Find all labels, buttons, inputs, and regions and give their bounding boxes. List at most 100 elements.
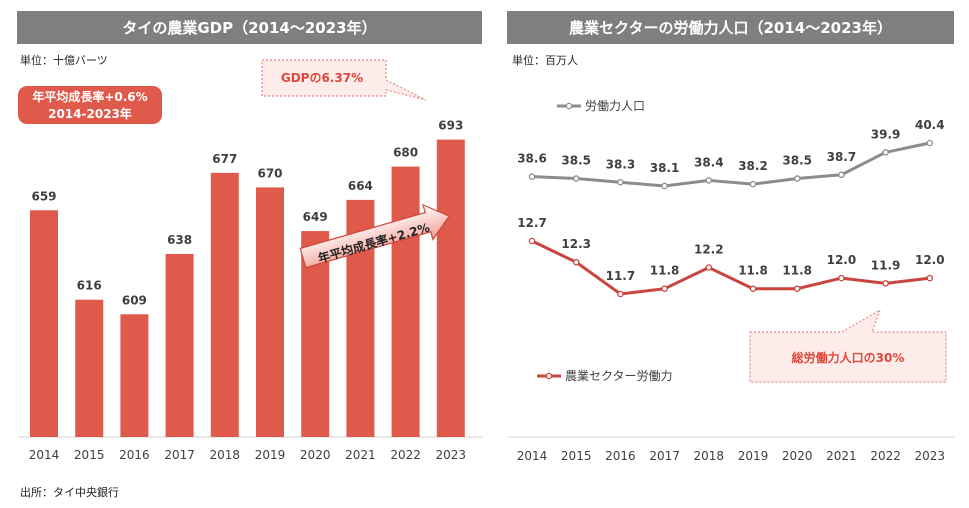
labor-total-point xyxy=(661,182,668,190)
labor-agri-value: 12.3 xyxy=(561,237,591,251)
right-unit-label: 単位：百万人 xyxy=(512,54,578,67)
labor-total-value: 38.4 xyxy=(694,155,724,169)
labor-agri-value: 12.0 xyxy=(915,253,945,267)
gdp-bar-value: 609 xyxy=(122,293,147,307)
labor-share-callout: 総労働力人口の30% xyxy=(749,308,947,383)
legend-labor-agri-marker xyxy=(545,372,553,380)
labor-agri-value: 11.7 xyxy=(606,269,636,283)
labor-total-value: 38.5 xyxy=(782,154,812,168)
labor-year-tick: 2017 xyxy=(649,449,680,463)
labor-agri-point xyxy=(838,274,845,282)
labor-year-tick: 2023 xyxy=(915,449,946,463)
gdp-share-callout: GDPの6.37% xyxy=(261,59,427,101)
labor-agri-value: 11.8 xyxy=(738,264,768,278)
gdp-year-tick: 2017 xyxy=(164,448,195,462)
labor-total-line xyxy=(531,141,931,188)
gdp-bar-value: 677 xyxy=(212,152,237,166)
labor-agri-point xyxy=(617,290,624,298)
labor-agri-point xyxy=(749,285,757,292)
labor-total-value: 38.7 xyxy=(827,150,857,164)
labor-agri-value: 12.0 xyxy=(827,253,857,267)
labor-total-point xyxy=(926,139,934,147)
labor-total-value: 38.2 xyxy=(738,159,768,173)
labor-agri-value: 11.8 xyxy=(782,264,812,278)
labor-agri-point xyxy=(793,285,801,292)
labor-agri-line xyxy=(531,239,930,296)
gdp-year-tick: 2023 xyxy=(436,448,467,462)
left-unit-label: 単位：十億バーツ xyxy=(20,54,108,67)
legend-labor-total-text: 労働力人口 xyxy=(585,99,645,113)
labor-total-value: 40.4 xyxy=(915,118,945,132)
labor-year-tick: 2018 xyxy=(694,449,725,463)
labor-agri-value: 12.7 xyxy=(517,216,547,230)
labor-year-tick: 2015 xyxy=(561,449,592,463)
gdp-year-tick: 2021 xyxy=(345,448,376,462)
source-note: 出所：タイ中央銀行 xyxy=(20,486,119,499)
gdp-bar-value: 670 xyxy=(257,166,282,180)
gdp-share-text: GDPの6.37% xyxy=(281,71,363,85)
legend-labor-agri: 農業セクター労働力 xyxy=(537,369,673,383)
labor-agri-point xyxy=(528,237,536,245)
gdp-bar-value: 693 xyxy=(438,119,463,133)
gdp-bar-value: 659 xyxy=(31,189,56,203)
labor-total-point xyxy=(528,173,536,180)
gdp-year-tick: 2018 xyxy=(210,448,241,462)
gdp-year-tick: 2020 xyxy=(300,448,331,462)
gdp-bar xyxy=(30,210,58,437)
gdp-year-tick: 2014 xyxy=(29,448,60,462)
labor-total-point xyxy=(882,149,889,156)
labor-year-tick: 2019 xyxy=(738,449,769,463)
labor-year-tick: 2016 xyxy=(605,449,636,463)
gdp-bar xyxy=(75,299,104,437)
labor-year-tick: 2022 xyxy=(870,449,901,463)
cagr-badge: 年平均成長率+0.6% 2014-2023年 xyxy=(18,86,162,124)
labor-agri-point xyxy=(572,258,580,266)
legend-labor-agri-text: 農業セクター労働力 xyxy=(565,369,673,383)
labor-year-tick: 2021 xyxy=(826,449,857,463)
gdp-year-tick: 2016 xyxy=(119,448,150,462)
labor-agri-point xyxy=(705,264,713,271)
labor-year-tick: 2014 xyxy=(517,449,548,463)
labor-total-value: 38.6 xyxy=(517,152,547,166)
labor-share-text: 総労働力人口の30% xyxy=(792,350,905,365)
legend-labor-total-marker xyxy=(565,102,573,110)
gdp-bar xyxy=(436,139,465,437)
labor-agri-value: 11.8 xyxy=(650,264,680,278)
gdp-bar-value: 649 xyxy=(303,210,328,224)
left-chart-title: タイの農業GDP（2014～2023年） xyxy=(17,11,482,44)
labor-total-point xyxy=(793,175,801,182)
labor-agri-value: 12.2 xyxy=(694,243,724,257)
labor-agri-point xyxy=(926,274,934,282)
labor-total-value: 38.5 xyxy=(561,154,591,168)
labor-total-value: 39.9 xyxy=(871,127,901,141)
labor-total-point xyxy=(838,171,845,179)
gdp-bar-chart: 659 2014 616 2015 609 2016 638 2017 677 2018 670 20… xyxy=(18,119,482,462)
gdp-year-tick: 2022 xyxy=(390,448,421,462)
labor-total-point xyxy=(572,175,580,182)
labor-total-point xyxy=(749,180,757,188)
badge-line-2: 2014-2023年 xyxy=(48,106,132,121)
gdp-bar xyxy=(120,314,149,437)
badge-line-1: 年平均成長率+0.6% xyxy=(32,89,147,104)
labor-total-value: 38.3 xyxy=(606,157,636,171)
gdp-bar xyxy=(165,253,194,437)
labor-year-tick: 2020 xyxy=(782,449,813,463)
gdp-year-tick: 2019 xyxy=(255,448,286,462)
labor-total-point xyxy=(617,179,624,186)
right-chart-title: 農業セクターの労働力人口（2014～2023年） xyxy=(507,11,954,44)
gdp-bar-value: 616 xyxy=(77,279,102,293)
gdp-bar-value: 664 xyxy=(348,179,373,193)
labor-agri-point xyxy=(882,280,889,287)
labor-total-point xyxy=(705,177,713,184)
labor-agri-point xyxy=(661,285,668,292)
labor-agri-value: 11.9 xyxy=(871,258,901,272)
gdp-bar xyxy=(210,172,239,437)
labor-line-chart: 2014 2015 2016 2017 2018 2019 2020 2021 2022 2023… xyxy=(508,99,954,463)
gdp-bar-value: 680 xyxy=(393,146,418,160)
gdp-bar xyxy=(391,166,420,437)
gdp-year-tick: 2015 xyxy=(74,448,105,462)
gdp-bar-value: 638 xyxy=(167,233,192,247)
gdp-bar xyxy=(256,187,284,437)
labor-total-value: 38.1 xyxy=(650,161,680,175)
